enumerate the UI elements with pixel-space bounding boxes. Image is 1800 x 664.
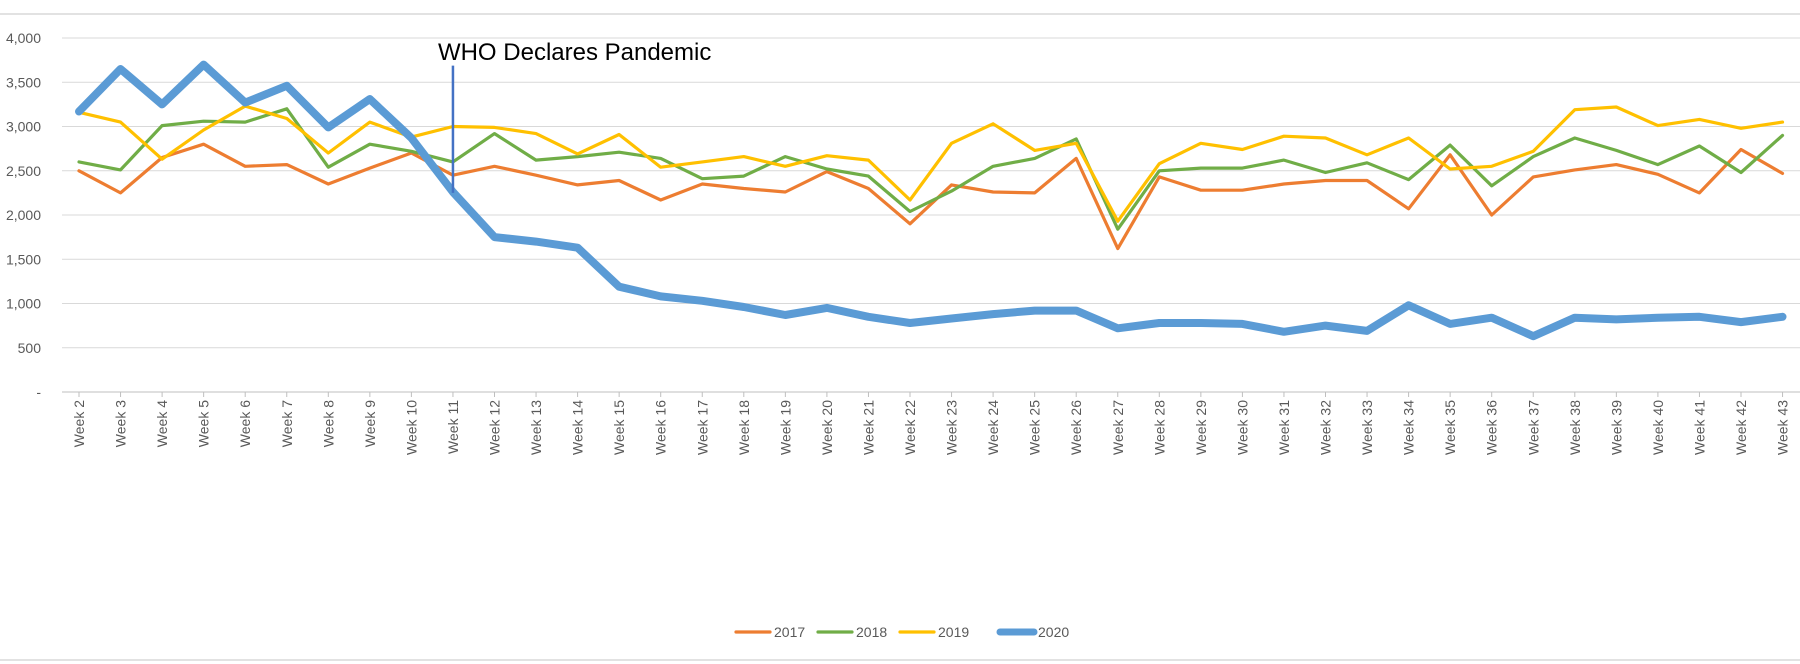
x-tick-label: Week 39 — [1608, 400, 1624, 455]
x-tick-label: Week 4 — [154, 400, 170, 447]
x-tick-label: Week 5 — [196, 400, 212, 447]
x-tick-label: Week 13 — [528, 400, 544, 455]
x-tick-label: Week 21 — [860, 400, 876, 455]
x-tick-label: Week 14 — [570, 400, 586, 455]
x-tick-label: Week 6 — [237, 400, 253, 447]
annotation-label: WHO Declares Pandemic — [438, 39, 711, 66]
x-tick-label: Week 42 — [1733, 400, 1749, 455]
legend-label-2017: 2017 — [774, 624, 805, 640]
y-tick-label: 500 — [18, 340, 42, 356]
x-tick-label: Week 41 — [1691, 400, 1707, 455]
legend: 2017 2018 2019 2020 — [734, 624, 1069, 640]
x-tick-label: Week 40 — [1650, 400, 1666, 455]
x-tick-label: Week 28 — [1151, 400, 1167, 455]
y-tick-label: 2,000 — [6, 207, 41, 223]
x-tick-label: Week 19 — [777, 400, 793, 455]
x-tick-label: Week 12 — [487, 400, 503, 455]
y-tick-label: 3,000 — [6, 119, 41, 135]
legend-label-2018: 2018 — [856, 624, 887, 640]
legend-label-2020: 2020 — [1038, 624, 1069, 640]
x-tick-label: Week 31 — [1276, 400, 1292, 455]
y-tick-label: 1,500 — [6, 251, 41, 267]
x-tick-label: Week 38 — [1567, 400, 1583, 455]
series-lines — [75, 60, 1787, 341]
x-tick-label: Week 8 — [320, 400, 336, 447]
x-tick-label: Week 33 — [1359, 400, 1375, 455]
y-tick-label: 2,500 — [6, 163, 41, 179]
annotation: WHO Declares Pandemic — [438, 39, 711, 193]
series-line-2019 — [77, 104, 1785, 223]
x-tick-label: Week 9 — [362, 400, 378, 447]
x-tick-label: Week 23 — [944, 400, 960, 455]
x-tick-label: Week 27 — [1110, 400, 1126, 455]
x-tick-label: Week 29 — [1193, 400, 1209, 455]
x-tick-label: Week 7 — [279, 400, 295, 447]
x-tick-label: Week 34 — [1401, 400, 1417, 455]
x-tick-label: Week 35 — [1442, 400, 1458, 455]
x-tick-label: Week 25 — [1027, 400, 1043, 455]
x-tick-label: Week 24 — [985, 400, 1001, 455]
x-tick-label: Week 30 — [1234, 400, 1250, 455]
x-tick-label: Week 43 — [1775, 400, 1791, 455]
x-tick-label: Week 3 — [113, 400, 129, 447]
y-axis-ticks: - 500 1,000 1,500 2,000 2,500 3,000 3,500 4,000 — [6, 30, 41, 400]
x-tick-label: Week 2 — [71, 400, 87, 447]
x-tick-label: Week 17 — [694, 400, 710, 455]
series-line-2018 — [77, 107, 1785, 231]
y-tick-label: 1,000 — [6, 296, 41, 312]
y-tick-label: - — [36, 384, 41, 400]
gridlines — [62, 37, 1800, 393]
x-tick-label: Week 15 — [611, 400, 627, 455]
x-tick-label: Week 26 — [1068, 400, 1084, 455]
x-tick-label: Week 32 — [1318, 400, 1334, 455]
y-tick-label: 3,500 — [6, 74, 41, 90]
x-tick-label: Week 36 — [1484, 400, 1500, 455]
series-line-2017 — [77, 142, 1785, 251]
x-tick-label: Week 20 — [819, 400, 835, 455]
x-tick-label: Week 18 — [736, 400, 752, 455]
series-line-2020 — [75, 60, 1787, 341]
legend-label-2019: 2019 — [938, 624, 969, 640]
x-tick-label: Week 22 — [902, 400, 918, 455]
x-tick-label: Week 16 — [653, 400, 669, 455]
x-tick-label: Week 37 — [1525, 400, 1541, 455]
x-tick-label: Week 10 — [403, 400, 419, 455]
x-axis-ticks: Week 2 Week 3 Week 4 Week 5 Week 6 Week 7 Week… — [71, 392, 1791, 455]
y-tick-label: 4,000 — [6, 30, 41, 46]
x-tick-label: Week 11 — [445, 400, 461, 454]
